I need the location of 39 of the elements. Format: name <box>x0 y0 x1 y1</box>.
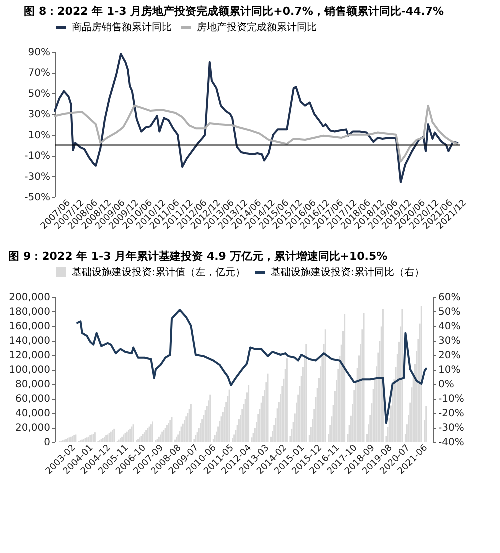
y2-tick-label: -20% <box>438 408 464 420</box>
line-series <box>54 104 459 163</box>
legend-label: 房地产投资完成额累计同比 <box>197 22 317 34</box>
legend-label: 基础设施建设投资:累计同比（右） <box>271 266 424 278</box>
y-tick-label: 140,000 <box>9 336 50 347</box>
y-tick-label: 10% <box>28 130 50 142</box>
legend-label: 商品房销售额累计同比 <box>72 22 172 34</box>
y-tick-label: -30% <box>24 172 50 183</box>
y2-tick-label: 30% <box>438 336 461 347</box>
y-tick-label: 30% <box>28 110 50 121</box>
y-tick-label: 40,000 <box>16 408 50 420</box>
y2-tick-label: 10% <box>438 365 461 376</box>
chart-title: 图 8：2022 年 1-3 月房地产投资完成额累计同比+0.7%，销售额累计同比-44.7% <box>24 5 444 18</box>
legend-label: 基础设施建设投资:累计值（左，亿元） <box>72 266 246 278</box>
y-tick-label: 70% <box>28 68 50 80</box>
y2-tick-label: -30% <box>438 423 464 434</box>
y2-tick-label: 20% <box>438 350 461 362</box>
y-tick-label: 200,000 <box>9 292 50 304</box>
y-tick-label: 20,000 <box>16 423 50 434</box>
y2-tick-label: 50% <box>438 307 461 318</box>
chart-title: 图 9：2022 年 1-3 月年累计基建投资 4.9 万亿元，累计增速同比+10.5% <box>8 250 388 263</box>
line-series <box>54 53 459 184</box>
y2-tick-label: -40% <box>438 438 464 448</box>
y-tick-label: 120,000 <box>9 350 50 362</box>
y-tick-label: -10% <box>24 151 50 162</box>
y-tick-label: 100,000 <box>9 365 50 376</box>
y-tick-label: 50% <box>28 88 50 100</box>
y2-tick-label: -10% <box>438 394 464 405</box>
line-series <box>76 309 428 424</box>
y-tick-label: 180,000 <box>9 307 50 318</box>
y-tick-label: 90% <box>28 48 50 58</box>
y-tick-label: -50% <box>24 192 50 204</box>
y-tick-label: 0 <box>44 438 50 448</box>
y-tick-label: 60,000 <box>16 394 50 405</box>
y2-tick-label: 0% <box>438 380 454 390</box>
y-tick-label: 80,000 <box>16 380 50 390</box>
y-tick-label: 160,000 <box>9 322 50 332</box>
y2-tick-label: 40% <box>438 322 461 332</box>
y2-tick-label: 60% <box>438 292 461 304</box>
